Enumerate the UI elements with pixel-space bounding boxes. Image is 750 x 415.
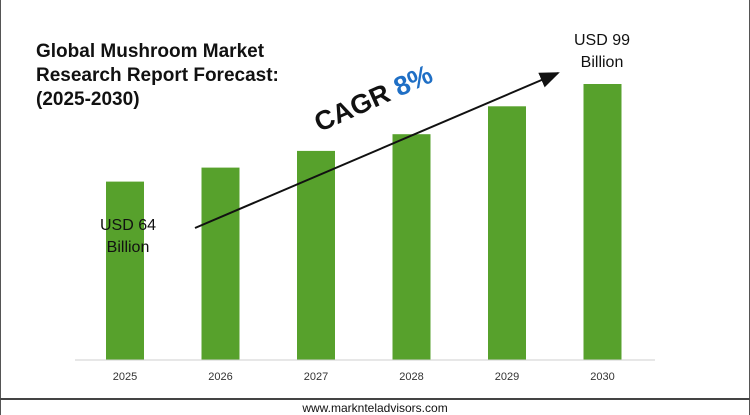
bars-group (106, 84, 622, 360)
footer-divider (0, 398, 750, 400)
chart-title-line-2: Research Report Forecast: (36, 65, 279, 86)
x-tick-labels: 2025 2026 2027 2028 2029 2030 (113, 371, 615, 383)
bar-2028 (392, 134, 431, 360)
x-tick-2028: 2028 (399, 371, 423, 383)
bar-2027 (297, 150, 335, 360)
chart-title-line-3: (2025-2030) (36, 89, 140, 110)
end-value-line-1: USD 99 (573, 32, 631, 49)
x-tick-2027: 2027 (304, 371, 328, 383)
bar-2026 (201, 167, 240, 360)
bar-2030 (583, 84, 622, 360)
bar-2029 (488, 106, 526, 360)
start-value-annotation: USD 64 Billion (90, 215, 166, 259)
footer-website: www.marknteladvisors.com (302, 401, 448, 415)
chart-title-line-1: Global Mushroom Market (36, 41, 265, 62)
bar-2025 (106, 181, 144, 360)
x-tick-2025: 2025 (113, 371, 137, 383)
end-value-annotation: USD 99 Billion (560, 30, 644, 74)
start-value-line-1: USD 64 (99, 217, 157, 234)
growth-arrow (194, 72, 560, 229)
x-tick-2026: 2026 (208, 371, 232, 383)
end-value-line-2: Billion (580, 54, 624, 71)
chart-title: Global Mushroom Market Research Report F… (36, 40, 336, 112)
x-tick-2029: 2029 (495, 371, 519, 383)
start-value-line-2: Billion (106, 239, 150, 256)
x-tick-2030: 2030 (590, 371, 614, 383)
